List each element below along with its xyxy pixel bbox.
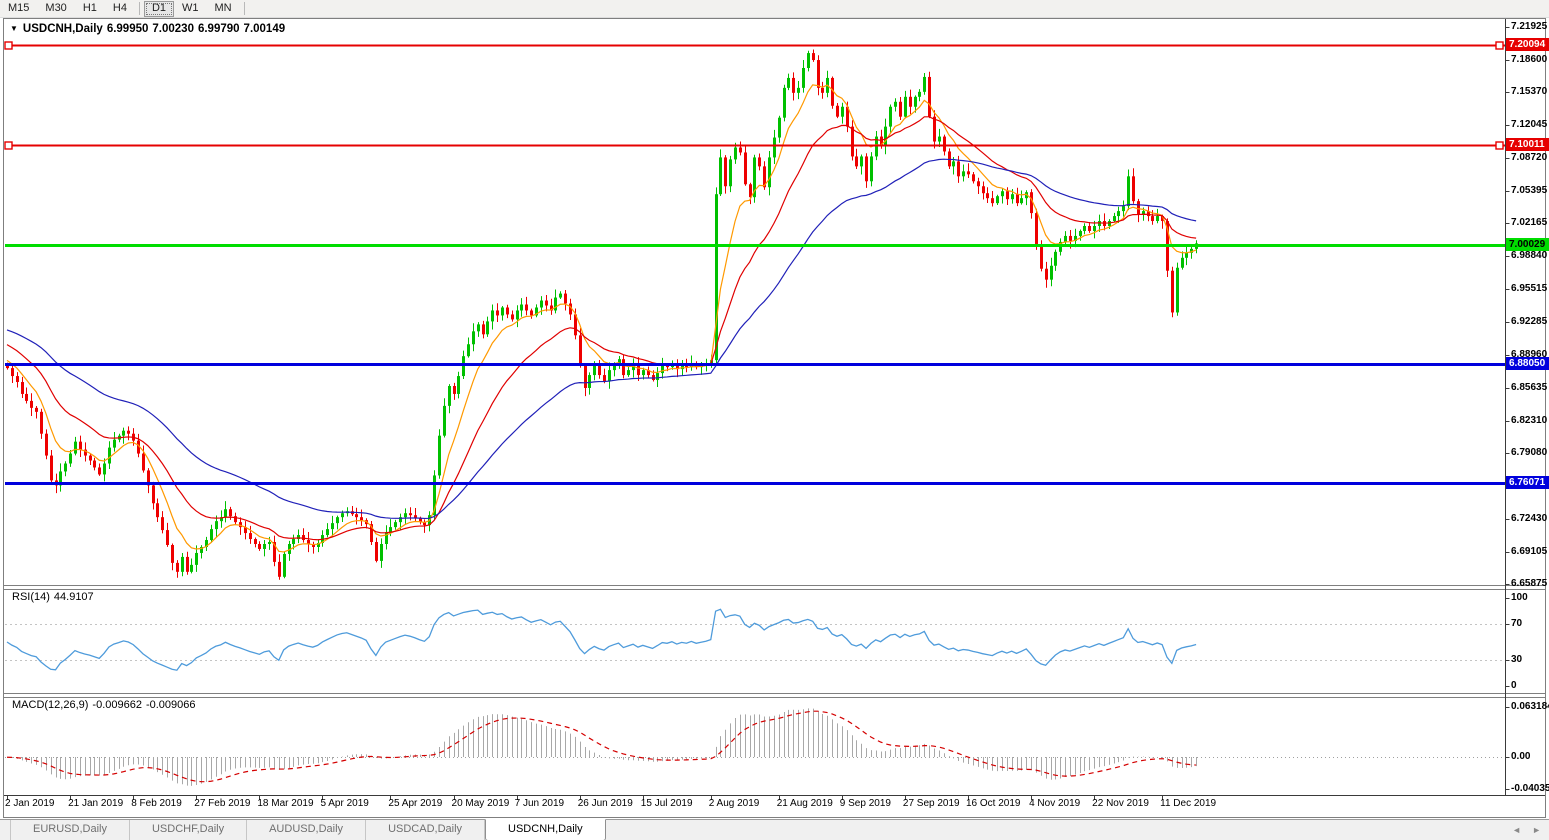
macd-scale-label: -0.040355 [1511, 782, 1549, 794]
time-scale-label: 20 May 2019 [451, 798, 510, 809]
price-scale-label: 7.15370 [1511, 86, 1548, 98]
time-scale-label: 27 Sep 2019 [902, 798, 960, 809]
rsi-scale-label: 0 [1511, 680, 1517, 691]
timeframe-button-m15[interactable]: M15 [8, 2, 30, 14]
time-scale-label: 2 Aug 2019 [708, 798, 760, 809]
price-scale-label: 6.72430 [1511, 512, 1548, 524]
tab-scroll-left-icon[interactable]: ◄ [1512, 825, 1521, 835]
macd-scale-label: 0.00 [1511, 751, 1531, 762]
time-scale-label: 8 Feb 2019 [131, 798, 182, 809]
chart-tab-bar: EURUSD,Daily USDCHF,Daily AUDUSD,Daily USDC… [0, 819, 1549, 840]
rsi-scale-label: 100 [1511, 592, 1528, 603]
ohlc-high: 7.00230 [152, 23, 194, 35]
chart-tab-audusd[interactable]: AUDUSD,Daily [247, 820, 367, 840]
macd-main-value: -0.009662 [92, 699, 142, 711]
macd-signal-value: -0.009066 [145, 699, 196, 711]
price-scale-label: 7.18600 [1511, 54, 1548, 66]
price-level-badge: 6.88050 [1506, 356, 1549, 370]
timeframe-button-w1[interactable]: W1 [182, 2, 199, 14]
time-scale-label: 9 Sep 2019 [839, 798, 891, 809]
time-scale-label: 26 Jun 2019 [577, 798, 633, 809]
chart-title: ▼ USDCNH,Daily 6.99950 7.00230 6.99790 7.0014… [10, 23, 289, 35]
rsi-value: 44.9107 [53, 591, 94, 603]
price-scale-label: 6.82310 [1511, 414, 1548, 426]
chart-tab-eurusd[interactable]: EURUSD,Daily [10, 820, 130, 840]
tab-scroll-right-icon[interactable]: ► [1532, 825, 1541, 835]
price-level-badge: 6.76071 [1506, 475, 1549, 489]
rsi-name: RSI(14) [12, 591, 50, 603]
time-scale-label: 22 Nov 2019 [1092, 798, 1149, 809]
rsi-scale-label: 30 [1511, 653, 1523, 665]
toolbar-separator [138, 2, 140, 15]
time-scale-label: 25 Apr 2019 [388, 798, 443, 809]
price-scale-label: 6.98840 [1511, 250, 1548, 262]
price-level-badge: 7.10011 [1506, 138, 1549, 152]
toolbar-separator [243, 2, 245, 15]
macd-name: MACD(12,26,9) [12, 699, 89, 711]
collapse-triangle-icon[interactable]: ▼ [10, 24, 18, 33]
ohlc-open: 6.99950 [106, 23, 149, 35]
price-scale-label: 7.12045 [1511, 119, 1548, 131]
rsi-indicator-label: RSI(14) 44.9107 [12, 591, 98, 603]
macd-scale-label: 0.063184 [1511, 701, 1549, 713]
price-scale-label: 6.69105 [1511, 545, 1548, 557]
price-scale-label: 6.65875 [1511, 578, 1548, 589]
ohlc-low: 6.99790 [197, 23, 240, 35]
time-scale-label: 18 Mar 2019 [257, 798, 314, 809]
timeframe-toolbar: M15 M30 H1 H4 D1 W1 MN [0, 0, 1549, 18]
timeframe-button-d1[interactable]: D1 [143, 0, 174, 17]
chart-symbol-label: USDCNH,Daily [22, 23, 103, 35]
price-scale-label: 6.88960 [1511, 348, 1548, 360]
rsi-scale-label: 70 [1511, 618, 1523, 630]
price-level-badge: 7.20094 [1506, 38, 1549, 52]
time-scale-label: 2 Jan 2019 [5, 798, 55, 809]
price-scale-label: 6.92285 [1511, 315, 1548, 327]
price-level-badge: 7.00029 [1506, 237, 1549, 251]
price-scale-label: 6.95515 [1511, 283, 1548, 295]
timeframe-button-m30[interactable]: M30 [45, 2, 67, 14]
timeframe-button-h1[interactable]: H1 [82, 2, 97, 14]
macd-indicator-label: MACD(12,26,9) -0.009662 -0.009066 [12, 699, 200, 711]
time-scale-label: 15 Jul 2019 [640, 798, 693, 809]
time-scale-label: 16 Oct 2019 [965, 798, 1021, 809]
price-scale-label: 7.21925 [1511, 21, 1548, 32]
price-scale-label: 7.08720 [1511, 152, 1548, 164]
timeframe-button-mn[interactable]: MN [214, 2, 232, 14]
chart-tab-usdchf[interactable]: USDCHF,Daily [130, 820, 248, 840]
time-scale-label: 11 Dec 2019 [1160, 798, 1217, 809]
timeframe-button-h4[interactable]: H4 [112, 2, 127, 14]
price-scale-label: 7.02165 [1511, 217, 1548, 229]
time-scale-label: 21 Jan 2019 [68, 798, 124, 809]
chart-tab-usdcnh[interactable]: USDCNH,Daily [485, 819, 606, 840]
price-scale-label: 6.79080 [1511, 446, 1548, 458]
time-scale-label: 7 Jun 2019 [514, 798, 565, 809]
time-scale-label: 21 Aug 2019 [776, 798, 833, 809]
price-scale-label: 7.05395 [1511, 185, 1548, 197]
time-scale-label: 27 Feb 2019 [194, 798, 251, 809]
time-scale-label: 4 Nov 2019 [1029, 798, 1081, 809]
time-scale-label: 5 Apr 2019 [320, 798, 369, 809]
price-scale-label: 6.85635 [1511, 381, 1548, 393]
ohlc-close: 7.00149 [243, 23, 286, 35]
chart-tab-usdcad[interactable]: USDCAD,Daily [366, 820, 486, 840]
